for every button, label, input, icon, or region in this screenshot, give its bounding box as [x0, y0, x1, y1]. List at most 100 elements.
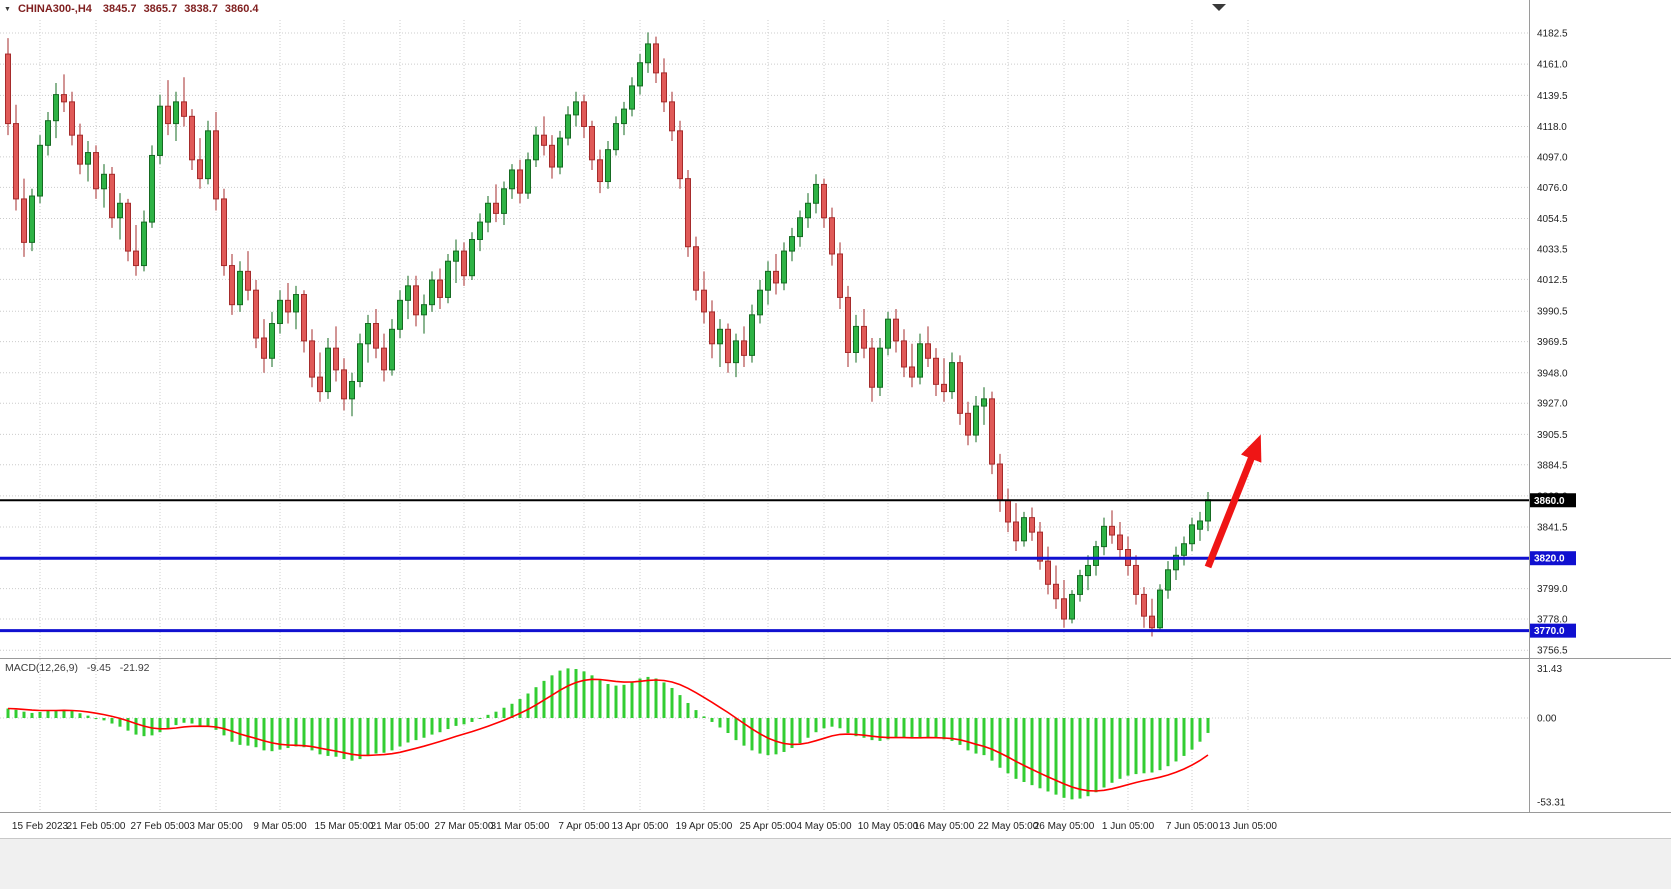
price-axis-label[interactable]: 3756.5	[1537, 646, 1568, 657]
time-axis-label[interactable]: 10 May 05:00	[858, 821, 919, 832]
candle-body	[621, 108, 627, 125]
time-axis-label[interactable]: 27 Feb 05:00	[131, 821, 190, 832]
candle-body	[373, 323, 379, 349]
candle-body	[1093, 546, 1099, 566]
macd-histogram-bar	[1198, 718, 1202, 742]
time-axis-label[interactable]: 19 Apr 05:00	[676, 821, 733, 832]
macd-histogram-bar	[478, 718, 482, 719]
price-axis-label[interactable]: 3969.5	[1537, 337, 1568, 348]
macd-histogram-bar	[198, 718, 202, 726]
macd-histogram-bar	[1118, 718, 1122, 779]
price-axis-label[interactable]: 4054.5	[1537, 214, 1568, 225]
time-axis-label[interactable]: 26 May 05:00	[1034, 821, 1095, 832]
candle-body	[493, 202, 499, 214]
macd-histogram-bar	[430, 718, 434, 735]
macd-histogram-bar	[230, 718, 234, 742]
time-axis-label[interactable]: 27 Mar 05:00	[435, 821, 494, 832]
time-axis-label[interactable]: 16 May 05:00	[914, 821, 975, 832]
price-axis-label[interactable]: 4161.0	[1537, 60, 1568, 71]
macd-histogram-bar	[534, 687, 538, 718]
macd-histogram-bar	[854, 718, 858, 737]
candle-body	[957, 362, 963, 414]
candle-body	[477, 221, 483, 240]
price-axis-label[interactable]: 4033.5	[1537, 244, 1568, 255]
candle-body	[413, 285, 419, 316]
price-axis-label[interactable]: 3778.0	[1537, 615, 1568, 626]
macd-histogram-bar	[438, 718, 442, 733]
macd-histogram-bar	[974, 718, 978, 754]
time-axis-label[interactable]: 22 May 05:00	[978, 821, 1039, 832]
macd-histogram-bar	[502, 707, 506, 718]
macd-histogram-bar	[1062, 718, 1066, 798]
macd-histogram-bar	[662, 682, 666, 718]
macd-histogram-bar	[1046, 718, 1050, 792]
candle-body	[965, 412, 971, 436]
candle-body	[997, 463, 1003, 501]
time-axis-label[interactable]: 9 Mar 05:00	[253, 821, 307, 832]
price-axis-label[interactable]: 4097.0	[1537, 152, 1568, 163]
time-axis-label[interactable]: 3 Mar 05:00	[189, 821, 243, 832]
price-axis-label[interactable]: 4182.5	[1537, 29, 1568, 40]
macd-histogram-bar	[734, 718, 738, 741]
time-axis-label[interactable]: 15 Feb 2023	[12, 821, 69, 832]
dropdown-arrow-icon[interactable]: ▼	[4, 5, 11, 13]
macd-histogram-bar	[1030, 718, 1034, 786]
macd-histogram-bar	[246, 718, 250, 746]
candle-body	[1109, 525, 1115, 536]
macd-histogram-bar	[750, 718, 754, 751]
macd-histogram-bar	[1206, 718, 1210, 733]
candle-body	[581, 101, 587, 127]
candle-body	[1013, 521, 1019, 542]
macd-name: MACD(12,26,9)	[5, 662, 78, 674]
candle-body	[629, 85, 635, 110]
candle-body	[301, 294, 307, 342]
time-axis-label[interactable]: 13 Apr 05:00	[612, 821, 669, 832]
macd-histogram-bar	[982, 718, 986, 756]
candle-body	[829, 217, 835, 255]
price-axis-label[interactable]: 4139.5	[1537, 91, 1568, 102]
price-axis-label[interactable]: 3799.0	[1537, 584, 1568, 595]
candle-body	[789, 236, 795, 252]
time-axis-label[interactable]: 21 Feb 05:00	[67, 821, 126, 832]
price-axis-label[interactable]: 3884.5	[1537, 460, 1568, 471]
time-axis-label[interactable]: 7 Jun 05:00	[1166, 821, 1219, 832]
candle-body	[685, 178, 691, 248]
macd-histogram-bar	[6, 708, 10, 718]
price-axis-label[interactable]: 3927.0	[1537, 399, 1568, 410]
candle-body	[1061, 598, 1067, 620]
time-axis-label[interactable]: 4 May 05:00	[796, 821, 851, 832]
candle-body	[1045, 560, 1051, 585]
chart-shift-marker-icon[interactable]	[1212, 4, 1226, 11]
candle-body	[837, 253, 843, 298]
price-axis-label[interactable]: 3905.5	[1537, 430, 1568, 441]
price-axis-label[interactable]: 4012.5	[1537, 275, 1568, 286]
price-axis-label[interactable]: 3990.5	[1537, 307, 1568, 318]
candle-body	[925, 343, 931, 359]
price-axis-label[interactable]: 3948.0	[1537, 368, 1568, 379]
high-value: 3865.7	[143, 3, 178, 15]
time-axis-label[interactable]: 1 Jun 05:00	[1102, 821, 1155, 832]
macd-histogram-bar	[830, 718, 834, 727]
price-axis-label[interactable]: 4118.0	[1537, 122, 1567, 133]
candle-body	[69, 101, 75, 136]
candle-body	[597, 159, 603, 183]
candle-body	[517, 169, 523, 194]
time-axis-label[interactable]: 15 Mar 05:00	[315, 821, 374, 832]
time-axis-label[interactable]: 31 Mar 05:00	[491, 821, 550, 832]
candle-body	[421, 304, 427, 316]
macd-histogram-bar	[22, 711, 26, 718]
candle-body	[1069, 593, 1075, 620]
candle-body	[165, 105, 171, 125]
macd-histogram-bar	[934, 718, 938, 738]
time-axis-label[interactable]: 21 Mar 05:00	[371, 821, 430, 832]
candle-body	[765, 270, 771, 291]
time-axis-label[interactable]: 13 Jun 05:00	[1219, 821, 1277, 832]
price-axis-label[interactable]: 4076.0	[1537, 183, 1568, 194]
macd-histogram-bar	[62, 709, 66, 718]
time-axis-label[interactable]: 25 Apr 05:00	[740, 821, 797, 832]
candle-body	[853, 325, 859, 353]
time-axis-label[interactable]: 7 Apr 05:00	[558, 821, 610, 832]
trend-arrow[interactable]	[1204, 434, 1262, 569]
price-axis-label[interactable]: 3841.5	[1537, 523, 1568, 534]
